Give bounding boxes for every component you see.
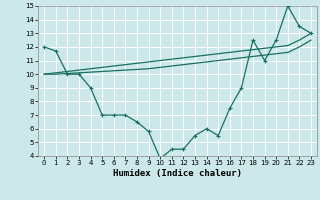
X-axis label: Humidex (Indice chaleur): Humidex (Indice chaleur) <box>113 169 242 178</box>
